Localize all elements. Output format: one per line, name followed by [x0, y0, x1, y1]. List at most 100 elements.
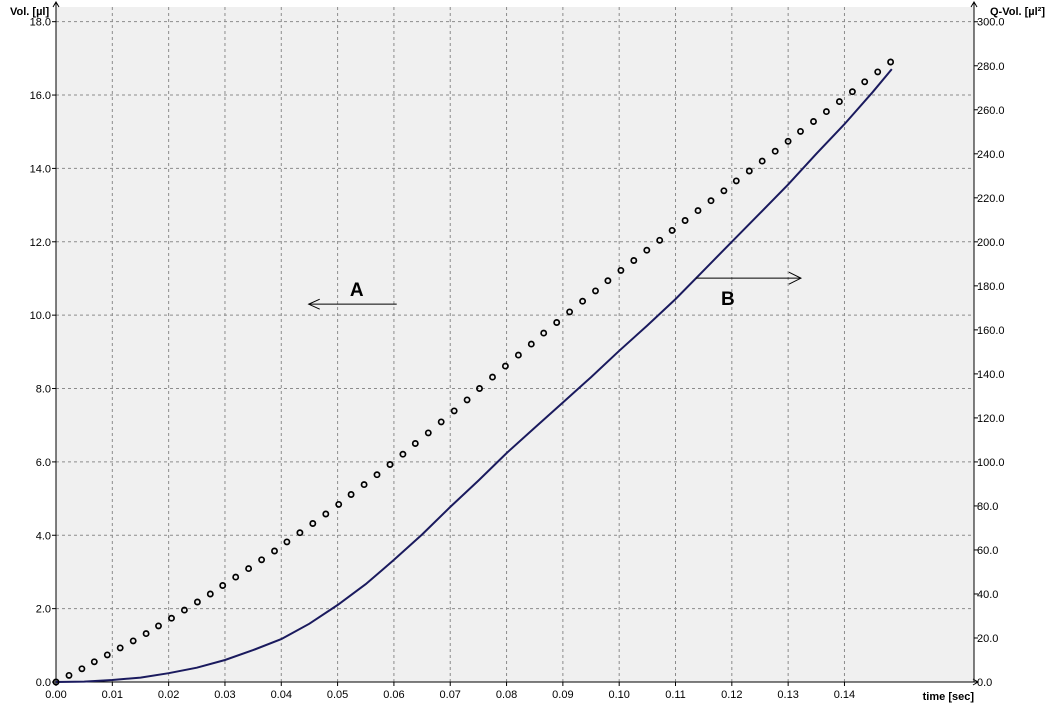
y-right-tick-label: 260.0: [977, 105, 1005, 117]
series-a-point: [720, 187, 728, 195]
x-tick-label: 0.07: [440, 689, 461, 701]
series-a-point: [656, 236, 664, 244]
x-tick-label: 0.09: [552, 689, 573, 701]
series-a-point: [476, 385, 483, 392]
series-a-point: [78, 665, 86, 673]
y-left-tick-label: 4.0: [36, 530, 51, 542]
y-left-tick-label: 12.0: [30, 237, 51, 249]
y-right-tick-label: 140.0: [977, 369, 1005, 381]
series-a-point: [271, 547, 278, 555]
x-tick-label: 0.01: [102, 689, 123, 701]
series-a-markers: [52, 58, 895, 686]
series-a-point: [399, 450, 407, 458]
x-tick-label: 0.00: [45, 689, 66, 701]
series-a-point: [566, 308, 574, 316]
series-a-point: [579, 297, 587, 305]
annotation-label: B: [721, 289, 735, 310]
y-right-tick-label: 300.0: [977, 17, 1005, 29]
series-a-point: [489, 373, 496, 381]
grid-lines: [56, 7, 974, 682]
series-a-point: [707, 197, 715, 205]
series-a-point: [335, 500, 343, 508]
y-left-tick-label: 16.0: [30, 90, 51, 102]
series-a-point: [411, 440, 419, 447]
series-a-point: [501, 362, 509, 370]
series-a-point: [463, 396, 471, 404]
y-left-axis-label: Vol. [µl]: [10, 6, 49, 18]
series-a-point: [797, 127, 804, 135]
series-a-point: [219, 582, 227, 589]
y-right-tick-label: 180.0: [977, 281, 1005, 293]
y-right-tick-label: 200.0: [977, 237, 1005, 249]
series-a-point: [90, 658, 98, 666]
y-right-tick-label: 160.0: [977, 325, 1005, 337]
series-a-point: [874, 68, 882, 76]
series-a-point: [142, 630, 150, 638]
y-right-tick-label: 80.0: [977, 501, 998, 513]
x-tick-label: 0.06: [383, 689, 404, 701]
series-a-point: [758, 157, 766, 165]
x-tick-labels: 0.00 0.01 0.02 0.03 0.04 0.05 0.06 0.07 0.08 0.09…: [45, 689, 855, 701]
series-a-point: [694, 207, 702, 215]
series-a-point: [296, 529, 304, 537]
y-right-axis-arrow: [970, 1, 978, 8]
y-right-tick-label: 240.0: [977, 149, 1005, 161]
y-right-tick-label: 0.0: [977, 677, 992, 689]
series-a-point: [540, 329, 548, 337]
series-a-point: [360, 481, 368, 489]
y-right-axis-label: Q-Vol. [µl²]: [990, 6, 1045, 18]
series-a-point: [155, 622, 162, 630]
y-right-tick-label: 20.0: [977, 633, 998, 645]
series-a-point: [322, 510, 330, 518]
series-a-point: [630, 257, 638, 264]
series-a-point: [681, 217, 689, 224]
series-a-point: [553, 319, 561, 326]
series-a-point: [514, 351, 522, 359]
y-right-tick-label: 100.0: [977, 457, 1005, 469]
annotation-label: A: [350, 280, 364, 301]
annotation-arrow-head: [788, 271, 803, 285]
series-a-point: [245, 565, 253, 573]
series-a-point: [206, 590, 214, 598]
x-tick-label: 0.11: [665, 689, 686, 701]
series-a-point: [103, 651, 111, 659]
y-left-tick-label: 14.0: [30, 163, 51, 175]
series-a-point: [822, 108, 830, 116]
y-left-tick-label: 6.0: [36, 457, 51, 469]
y-left-tick-label: 0.0: [36, 677, 51, 689]
series-a-point: [732, 177, 740, 185]
axes: [52, 1, 979, 686]
y-right-tick-label: 40.0: [977, 589, 998, 601]
series-a-point: [386, 461, 394, 468]
series-a-point: [643, 246, 651, 254]
series-a-point: [771, 147, 779, 155]
plot-area: [56, 7, 974, 682]
x-axis-label: time [sec]: [923, 691, 975, 703]
y-left-tick-labels: 0.0 2.0 4.0 6.0 8.0 10.0 12.0 14.0 16.0 18.0: [30, 17, 51, 689]
series-a-point: [861, 78, 869, 86]
x-tick-label: 0.05: [327, 689, 348, 701]
y-left-axis-arrow: [52, 1, 60, 8]
series-a-point: [347, 491, 355, 498]
y-left-tick-label: 10.0: [30, 310, 51, 322]
series-a-point: [52, 678, 60, 686]
x-tick-label: 0.12: [721, 689, 742, 701]
x-tick-label: 0.03: [214, 689, 235, 701]
y-left-tick-label: 8.0: [36, 384, 51, 396]
x-tick-label: 0.08: [496, 689, 517, 701]
series-a-point: [309, 520, 317, 527]
x-tick-label: 0.02: [158, 689, 179, 701]
series-a-point: [168, 614, 175, 622]
series-a-point: [784, 137, 792, 145]
series-a-point: [450, 407, 458, 415]
y-right-tick-label: 60.0: [977, 545, 998, 557]
y-right-tick-label: 280.0: [977, 61, 1005, 73]
series-b-line: [55, 68, 893, 683]
x-tick-label: 0.10: [608, 689, 629, 701]
y-right-tick-label: 120.0: [977, 413, 1005, 425]
series-a-point: [745, 167, 753, 175]
series-a-point: [65, 671, 73, 679]
series-a-point: [373, 471, 381, 479]
